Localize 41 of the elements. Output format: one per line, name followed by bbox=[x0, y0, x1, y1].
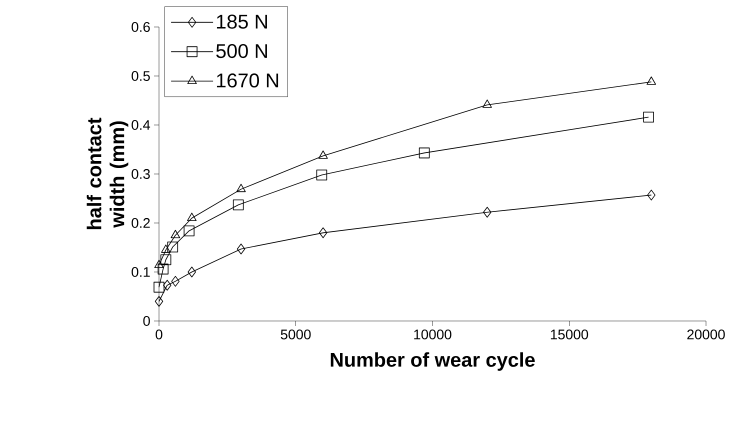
legend-label: 185 N bbox=[216, 14, 267, 29]
point bbox=[318, 150, 328, 159]
point bbox=[161, 244, 171, 253]
point bbox=[170, 230, 180, 238]
legend-label: 500 N bbox=[216, 44, 267, 58]
point bbox=[236, 244, 246, 254]
x-tick-label: 20000 bbox=[687, 330, 725, 340]
point bbox=[167, 242, 178, 252]
y-tick-label: 0.3 bbox=[132, 169, 150, 179]
x-tick-label: 10000 bbox=[414, 330, 452, 340]
point bbox=[316, 170, 328, 180]
point bbox=[646, 76, 656, 85]
x-tick-label: 15000 bbox=[550, 330, 588, 340]
y-tick-label: 0.2 bbox=[132, 218, 150, 228]
point bbox=[188, 266, 196, 278]
y-tick-label: 0.4 bbox=[132, 120, 150, 130]
y-tick-label: 0.6 bbox=[132, 22, 150, 32]
x-tick-label: 5000 bbox=[280, 330, 311, 340]
x-axis-title: Number of wear cycle bbox=[330, 352, 535, 371]
y-tick-label: 0.5 bbox=[132, 71, 150, 81]
y-tick-label: 0.1 bbox=[132, 267, 150, 277]
y-axis-title: half contact width (mm) bbox=[86, 118, 128, 230]
x-tick-label: 0 bbox=[156, 330, 162, 340]
point bbox=[171, 276, 180, 287]
point bbox=[482, 100, 492, 108]
point bbox=[158, 264, 169, 274]
point bbox=[236, 184, 246, 192]
point bbox=[318, 227, 328, 238]
point bbox=[187, 212, 197, 221]
point bbox=[643, 112, 654, 123]
point bbox=[163, 280, 172, 291]
point bbox=[184, 225, 194, 236]
point bbox=[154, 260, 164, 268]
point bbox=[154, 282, 164, 293]
point bbox=[647, 190, 656, 200]
y-tick-label: 0 bbox=[143, 316, 150, 326]
point bbox=[418, 148, 430, 158]
point bbox=[154, 296, 164, 307]
point bbox=[232, 199, 244, 210]
legend-label: 1670 N bbox=[216, 73, 278, 88]
point bbox=[483, 206, 492, 218]
